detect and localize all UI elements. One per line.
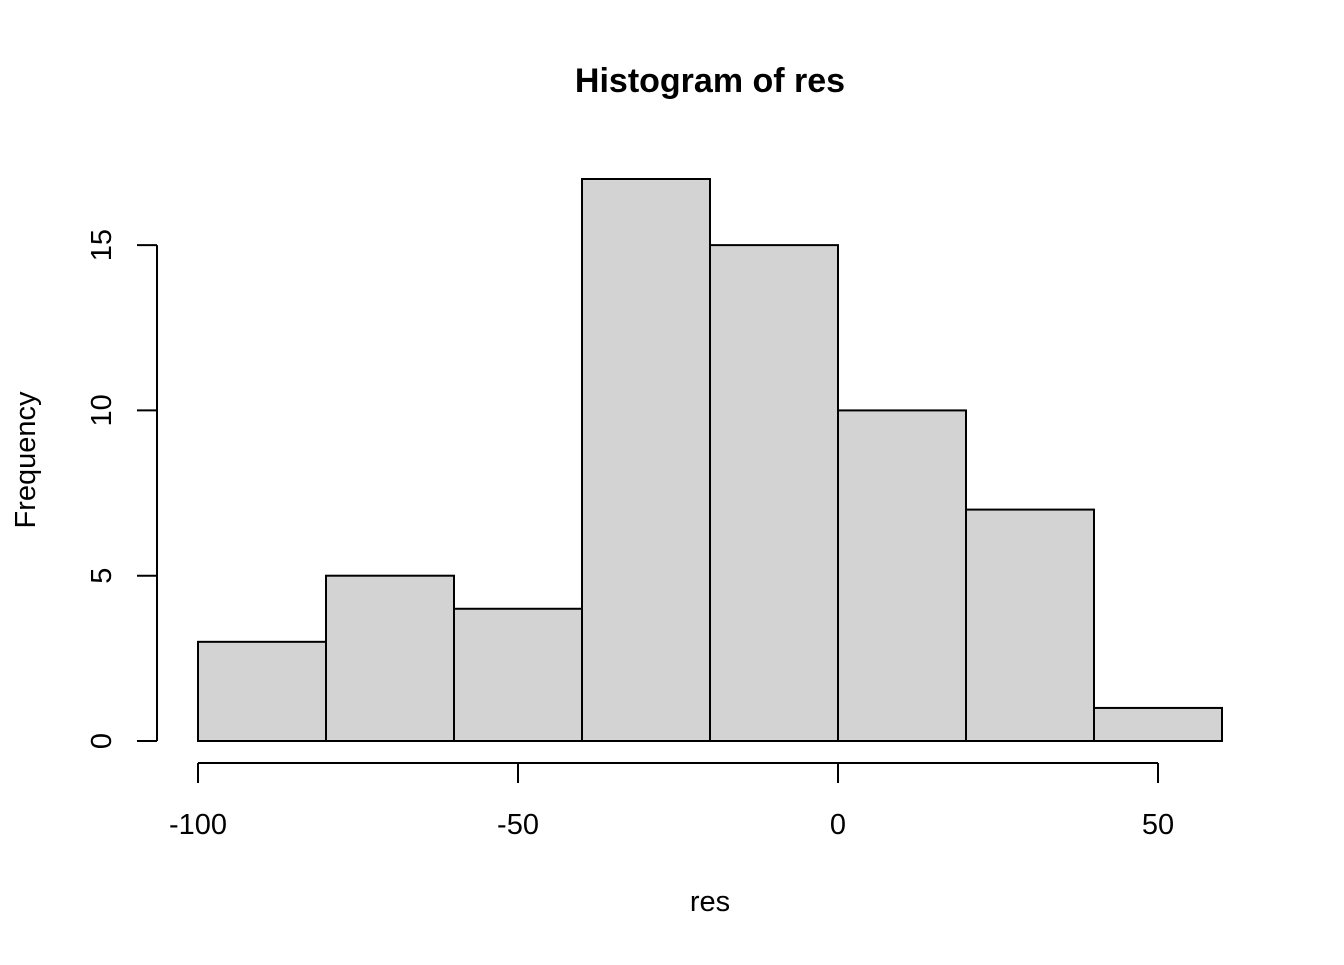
y-tick-label: 10 — [86, 394, 118, 426]
x-tick-label: -100 — [169, 809, 227, 841]
bars-group — [197, 178, 1223, 743]
x-axis-label: res — [690, 886, 730, 918]
y-tick-label: 15 — [86, 229, 118, 261]
histogram-bar — [709, 244, 839, 742]
x-tick-label: -50 — [497, 809, 539, 841]
x-axis: -100 -50 0 50 — [169, 762, 1174, 841]
y-axis: 0 5 10 15 — [86, 229, 158, 749]
histogram-bar — [1093, 706, 1223, 742]
histogram-bar — [837, 409, 967, 742]
histogram-bar — [453, 607, 583, 742]
histogram-bar — [581, 178, 711, 742]
y-axis-label: Frequency — [10, 391, 42, 529]
y-tick-label: 5 — [86, 568, 118, 584]
histogram-bar — [197, 640, 327, 743]
x-tick-label: 0 — [830, 809, 846, 841]
y-tick-label: 0 — [86, 733, 118, 749]
x-tick-label: 50 — [1142, 809, 1174, 841]
chart-title: Histogram of res — [575, 62, 845, 100]
histogram-bar — [325, 574, 455, 742]
histogram-bar — [965, 508, 1095, 742]
